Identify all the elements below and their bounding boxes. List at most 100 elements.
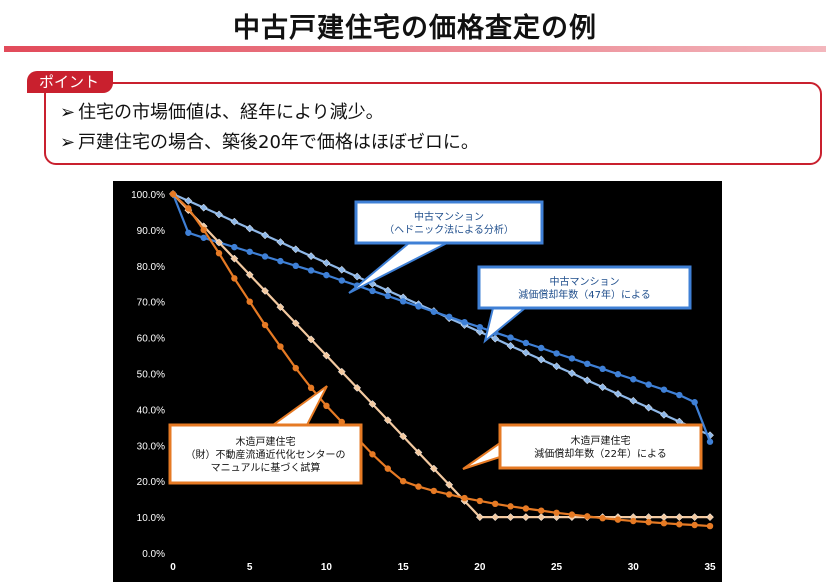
data-point: [676, 391, 683, 399]
data-point: [246, 248, 253, 255]
y-tick-label: 20.0%: [137, 477, 165, 488]
data-point: [690, 513, 699, 522]
data-point: [307, 384, 315, 392]
data-point: [584, 513, 591, 520]
data-point: [169, 190, 177, 198]
bullet-item: ➢ 戸建住宅の場合、築後20年で価格はほぼゼロに。: [60, 128, 479, 154]
data-point: [415, 483, 422, 490]
data-point: [276, 303, 285, 312]
y-tick-label: 0.0%: [142, 549, 165, 560]
y-tick-label: 60.0%: [137, 334, 165, 345]
data-point: [369, 451, 376, 458]
data-point: [261, 286, 270, 295]
data-point: [261, 321, 269, 329]
data-point: [445, 491, 453, 498]
data-point: [629, 396, 638, 405]
data-point: [307, 335, 316, 344]
data-point: [399, 298, 407, 305]
data-point: [277, 343, 284, 350]
data-point: [567, 369, 576, 378]
data-point: [553, 509, 560, 516]
data-point: [538, 344, 545, 352]
data-point: [353, 272, 362, 281]
data-point: [660, 410, 668, 419]
point-box: [44, 82, 822, 165]
data-point: [307, 252, 316, 261]
data-point: [660, 386, 668, 393]
data-point: [246, 298, 253, 305]
data-point: [215, 250, 223, 257]
data-point: [414, 448, 423, 457]
data-point: [645, 518, 652, 526]
data-point: [184, 196, 193, 205]
data-point: [645, 381, 652, 388]
data-point: [599, 365, 606, 373]
data-point: [261, 231, 270, 240]
data-point: [383, 416, 392, 425]
data-point: [691, 521, 698, 529]
data-point: [307, 267, 315, 274]
x-tick-label: 15: [398, 562, 410, 573]
data-point: [292, 364, 299, 372]
data-point: [291, 245, 300, 254]
data-point: [185, 205, 192, 212]
data-point: [369, 287, 376, 295]
arrow-bullet-icon: ➢: [60, 102, 76, 123]
data-point: [521, 348, 530, 357]
data-point: [507, 503, 514, 510]
callout-text: 減価償却年数（22年）による: [534, 447, 666, 460]
callout-text: 中古マンション: [414, 210, 484, 223]
point-label: ポイント: [27, 71, 114, 93]
callout-text: 木造戸建住宅: [236, 435, 296, 448]
data-point: [613, 390, 622, 398]
callout-text: 中古マンション: [550, 275, 620, 288]
data-point: [599, 514, 606, 522]
callout-text: 減価償却年数（47年）による: [518, 288, 650, 301]
data-point: [675, 513, 684, 522]
data-point: [261, 253, 269, 260]
data-point: [337, 265, 346, 274]
data-point: [291, 319, 300, 328]
callout-box: [477, 265, 692, 310]
data-point: [492, 500, 499, 508]
x-tick-label: 20: [474, 562, 486, 573]
data-point: [245, 224, 254, 233]
data-point: [491, 513, 500, 522]
data-point: [353, 383, 362, 392]
callout-text: 木造戸建住宅: [571, 434, 631, 447]
data-point: [537, 513, 546, 522]
data-point: [323, 402, 330, 410]
data-point: [292, 262, 299, 269]
data-point: [199, 203, 208, 212]
bullet-text: 住宅の市場価値は、経年により減少。: [78, 102, 384, 123]
data-point: [399, 432, 408, 441]
series-2: [169, 190, 714, 445]
callout-text: （ヘドニック法による分析）: [384, 223, 514, 236]
y-tick-label: 50.0%: [137, 370, 165, 381]
data-point: [552, 513, 561, 522]
data-point: [230, 254, 239, 263]
data-point: [200, 226, 207, 234]
data-point: [215, 210, 223, 219]
arrow-bullet-icon: ➢: [60, 132, 76, 153]
data-point: [276, 238, 285, 247]
data-point: [461, 494, 468, 502]
callout-text: （財）不動産流通近代化センターの: [186, 448, 346, 461]
data-point: [552, 362, 561, 371]
data-point: [337, 367, 346, 376]
data-point: [553, 350, 560, 357]
series-4: [169, 190, 714, 530]
data-point: [231, 243, 238, 251]
data-point: [598, 383, 607, 392]
data-point: [445, 480, 454, 489]
callout-box: [498, 423, 703, 470]
y-tick-label: 40.0%: [137, 405, 165, 416]
bullet-item: ➢ 住宅の市場価値は、経年により減少。: [60, 98, 384, 124]
callout-text: マニュアルに基づく試算: [211, 461, 321, 474]
data-point: [230, 217, 239, 226]
data-point: [430, 487, 438, 495]
data-point: [568, 511, 576, 518]
data-point: [200, 234, 207, 241]
